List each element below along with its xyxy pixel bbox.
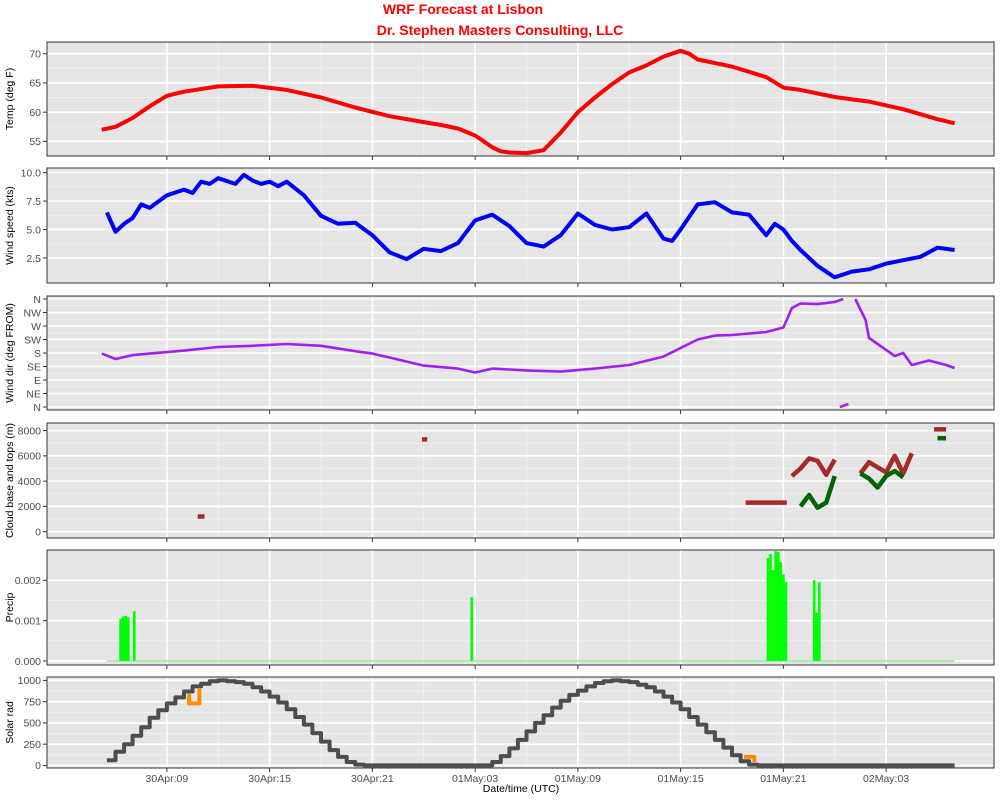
y-tick-label: 7.5 [26, 196, 41, 208]
y-tick-label: 750 [23, 696, 41, 708]
y-tick-label: N [33, 402, 41, 414]
y-axis-label: Precip [4, 592, 16, 622]
x-tick-label: 01May:03 [452, 773, 498, 785]
y-tick-label: 0 [35, 526, 41, 538]
precip-bar [133, 611, 136, 661]
x-tick-label: 30Apr:15 [248, 773, 291, 785]
precip-bar [776, 552, 780, 661]
x-tick-label: 02May:03 [863, 773, 909, 785]
precip-bar [812, 580, 816, 661]
precip-bar [766, 558, 770, 661]
panels-group: 55 60 65 70 Temp (deg F) 2.5 5.0 7.5 10.0 Wind sp… [4, 41, 995, 772]
series-line-6 [858, 452, 914, 476]
precip-bar [782, 574, 785, 661]
y-axis-label: Wind speed (kts) [4, 186, 16, 265]
y-axis-label: Temp (deg F) [4, 68, 16, 130]
precip-bar [769, 554, 772, 661]
x-axis: 30Apr:09 30Apr:15 30Apr:21 01May:03 01May:09… [146, 773, 910, 785]
precip-bar [124, 615, 128, 661]
panel-1: 55 60 65 70 Temp (deg F) [4, 41, 995, 160]
series-line-2 [744, 754, 757, 762]
y-tick-label: W [31, 321, 41, 333]
y-tick-label: E [34, 375, 41, 387]
x-tick-label: 30Apr:21 [351, 773, 394, 785]
y-tick-label: SW [24, 334, 41, 346]
y-tick-label: NW [24, 307, 42, 319]
precip-bar [119, 618, 122, 661]
y-axis-label: Cloud base and tops (m) [4, 423, 16, 538]
y-tick-label: 0.000 [15, 656, 41, 668]
x-tick-label: 30Apr:09 [146, 773, 189, 785]
precip-bar [818, 582, 821, 661]
y-tick-label: S [34, 348, 41, 360]
series-line-7 [859, 468, 905, 490]
y-tick-label: 4000 [18, 476, 42, 488]
y-tick-label: 1000 [18, 675, 42, 687]
panel-border [46, 167, 995, 284]
series-line-1 [101, 297, 844, 374]
y-tick-label: 70 [29, 48, 41, 60]
y-tick-label: N [33, 294, 41, 306]
figure-subtitle: Dr. Stephen Masters Consulting, LLC [377, 22, 624, 38]
series-line-3 [106, 678, 955, 768]
precip-bar [815, 612, 819, 661]
panel-6: 0 250 500 750 1000 Solar rad [4, 675, 995, 772]
y-tick-label: 500 [23, 718, 41, 730]
y-tick-label: 6000 [18, 451, 42, 463]
figure-title: WRF Forecast at Lisbon [383, 1, 543, 17]
y-tick-label: 8000 [18, 425, 42, 437]
y-tick-label: 0.002 [15, 575, 41, 587]
precip-bar [121, 616, 125, 661]
series-line-1 [101, 48, 956, 156]
y-axis-label: Wind dir (deg FROM) [4, 303, 16, 403]
panel-border [46, 549, 995, 666]
y-tick-label: 10.0 [21, 167, 42, 179]
series-line-1 [187, 688, 202, 706]
y-tick-label: SE [27, 361, 41, 373]
y-tick-label: NE [26, 388, 41, 400]
series-line-4 [790, 456, 837, 478]
panel-border [46, 422, 995, 539]
panel-border [46, 41, 995, 157]
series-line-2 [839, 402, 849, 409]
panel-2: 2.5 5.0 7.5 10.0 Wind speed (kts) [4, 167, 995, 287]
precip-bar [784, 582, 788, 661]
x-tick-label: 01May:21 [760, 773, 806, 785]
y-tick-label: 250 [23, 739, 41, 751]
series-line-5 [798, 475, 837, 510]
y-tick-label: 55 [29, 136, 41, 148]
x-axis-label: Date/time (UTC) [483, 783, 559, 795]
y-tick-label: 0.001 [15, 615, 41, 627]
y-tick-label: 2000 [18, 501, 42, 513]
y-tick-label: 60 [29, 107, 41, 119]
panel-5: 0.000 0.001 0.002 Precip [4, 549, 995, 669]
panel-border [46, 295, 995, 411]
x-tick-label: 01May:15 [658, 773, 704, 785]
panel-border [46, 676, 995, 769]
precip-bar [127, 617, 130, 661]
y-tick-label: 65 [29, 78, 41, 90]
precip-bar [771, 570, 775, 661]
panel-background [47, 550, 994, 665]
series-line-1 [105, 172, 955, 280]
y-tick-label: 5.0 [26, 224, 41, 236]
y-axis-label: Solar rad [4, 701, 16, 744]
panel-background [47, 168, 994, 283]
x-tick-label: 01May:09 [555, 773, 601, 785]
precip-bar [779, 562, 783, 661]
y-tick-label: 0 [35, 760, 41, 772]
y-tick-label: 2.5 [26, 253, 41, 265]
series-line-3 [854, 298, 956, 370]
precip-bar [774, 551, 777, 661]
precip-bar [470, 597, 473, 661]
